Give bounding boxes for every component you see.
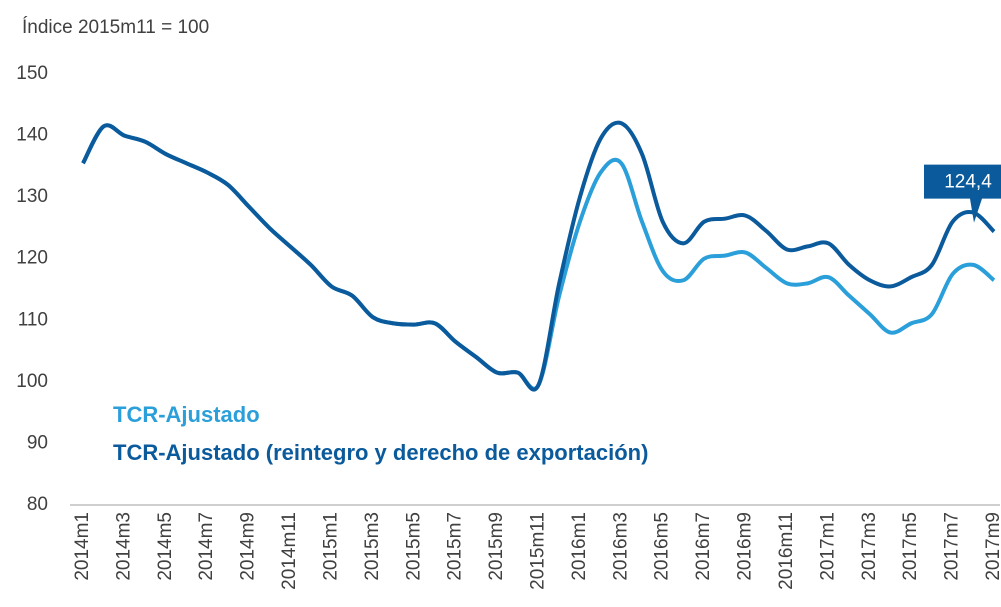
- y-tick-label: 120: [16, 248, 48, 269]
- x-tick-label: 2016m5: [652, 512, 673, 581]
- x-tick-label: 2017m7: [942, 512, 963, 581]
- legend-entry: TCR-Ajustado: [113, 402, 260, 427]
- x-tick-label: 2014m11: [279, 512, 300, 590]
- x-tick-label: 2015m5: [403, 512, 424, 581]
- line: [81, 123, 996, 391]
- x-tick-label: 2014m7: [196, 512, 217, 581]
- x-tick-label: 2016m11: [776, 512, 797, 590]
- x-tick-label: 2016m9: [735, 512, 756, 581]
- x-tick-label: 2017m3: [859, 512, 880, 581]
- y-tick-label: 140: [16, 125, 48, 146]
- y-tick-label: 80: [27, 494, 48, 515]
- y-tick-label: 130: [16, 186, 48, 207]
- x-tick-label: 2016m7: [693, 512, 714, 581]
- y-tick-label: 100: [16, 371, 48, 392]
- legend-entry: TCR-Ajustado (reintegro y derecho de exp…: [113, 440, 648, 465]
- x-tick-label: 2017m5: [900, 512, 921, 581]
- x-tick-label: 2014m5: [155, 512, 176, 581]
- data-label: 124,4: [944, 172, 992, 193]
- x-tick-label: 2015m9: [486, 512, 507, 581]
- y-tick-label: 150: [16, 63, 48, 84]
- x-tick-label: 2014m3: [113, 512, 134, 581]
- x-tick-label: 2016m1: [569, 512, 590, 581]
- x-tick-label: 2017m9: [983, 512, 1001, 581]
- x-tick-label: 2015m7: [445, 512, 466, 581]
- callout: [924, 164, 1001, 223]
- y-axis-label: Índice 2015m11 = 100: [22, 17, 209, 38]
- x-tick-label: 2016m3: [610, 512, 631, 581]
- x-tick-label: 2015m3: [362, 512, 383, 581]
- y-tick-label: 90: [27, 432, 48, 453]
- x-tick-label: 2014m1: [72, 512, 93, 581]
- x-tick-label: 2014m9: [238, 512, 259, 581]
- x-tick-label: 2017m1: [817, 512, 838, 581]
- y-tick-label: 110: [18, 309, 48, 330]
- x-tick-label: 2015m11: [528, 512, 549, 590]
- x-tick-label: 2015m1: [320, 512, 341, 581]
- line: [81, 120, 996, 392]
